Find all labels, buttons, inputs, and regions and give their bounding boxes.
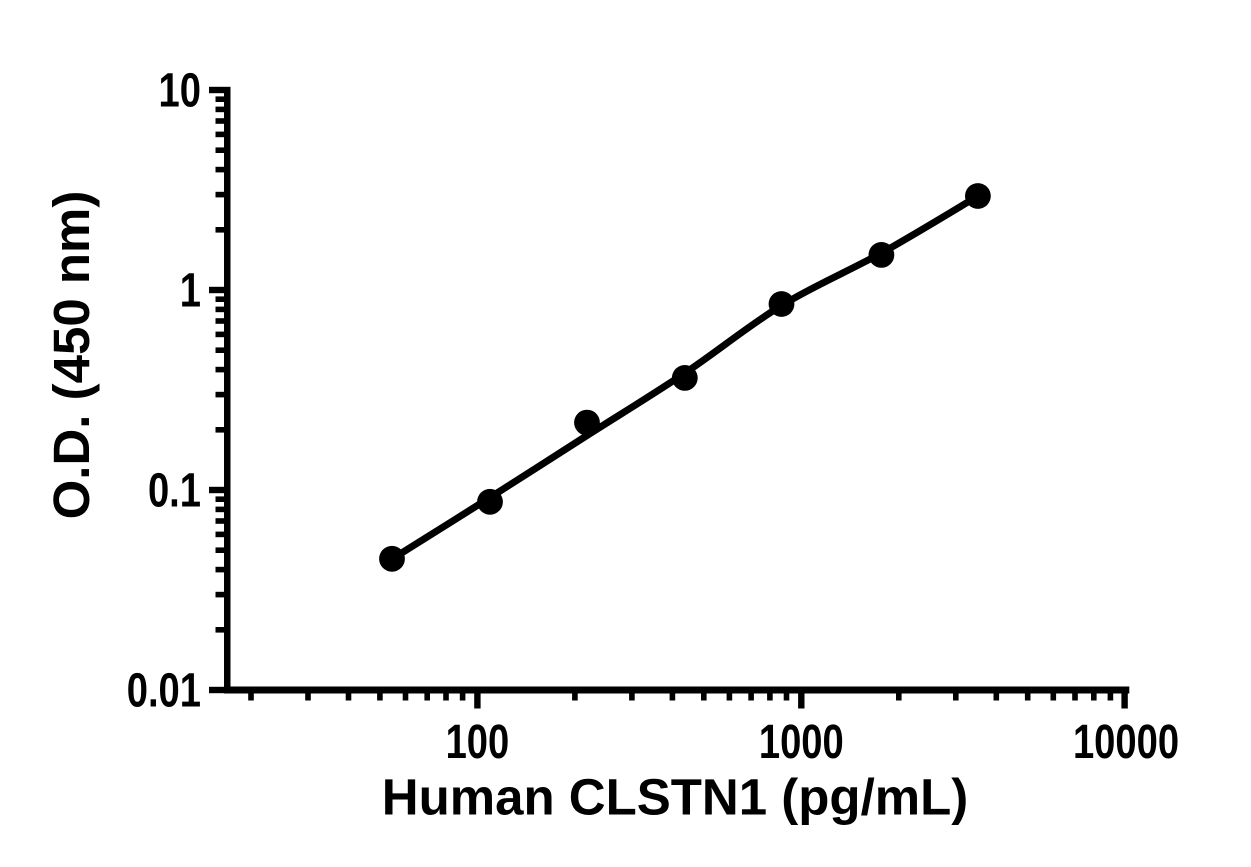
svg-text:0.01: 0.01 xyxy=(127,664,201,717)
svg-text:100: 100 xyxy=(446,716,510,769)
svg-text:O.D. (450 nm): O.D. (450 nm) xyxy=(43,191,100,520)
svg-text:1: 1 xyxy=(180,264,201,317)
svg-text:10: 10 xyxy=(159,64,201,117)
svg-text:1000: 1000 xyxy=(759,716,844,769)
svg-text:0.1: 0.1 xyxy=(148,464,201,517)
svg-text:Human CLSTN1 (pg/mL): Human CLSTN1 (pg/mL) xyxy=(382,769,968,826)
svg-text:10000: 10000 xyxy=(1073,716,1179,769)
